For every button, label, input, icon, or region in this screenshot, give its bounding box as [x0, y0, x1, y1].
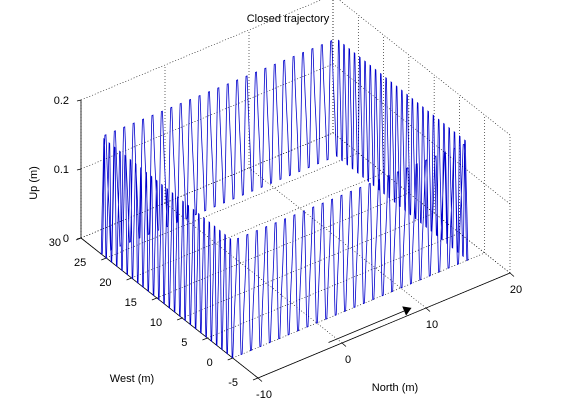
up-tick-mark: [76, 168, 82, 171]
west-tick-label: -5: [228, 377, 238, 389]
arrow-head: [402, 306, 412, 316]
west-tick-mark: [202, 337, 208, 341]
x-axis-label: North (m): [372, 382, 418, 394]
up-tick-mark: [76, 237, 82, 240]
up-tick-label: 0: [63, 233, 69, 245]
series-layer: [100, 39, 469, 359]
north-tick-mark: [509, 272, 515, 277]
north-axis-line: [257, 272, 511, 379]
z-axis-label: Up (m): [28, 166, 40, 200]
north-tick-label: 0: [345, 354, 351, 366]
west-tick-mark: [252, 377, 259, 381]
up-tick-mark: [76, 99, 82, 102]
y-axis-label: West (m): [110, 373, 154, 385]
west-tick-mark: [126, 277, 132, 281]
north-tick-mark: [341, 342, 347, 347]
up-tick-label: 0.2: [54, 95, 69, 107]
direction-arrow: [328, 306, 412, 343]
chart-title: Closed trajectory: [247, 13, 330, 25]
north-tick-mark: [425, 307, 431, 312]
west-tick-label: 10: [150, 317, 162, 329]
west-tick-mark: [176, 317, 183, 321]
west-tick-label: 25: [74, 257, 86, 269]
trajectory-line: [100, 39, 469, 359]
up-tick-label: 0.1: [54, 164, 69, 176]
floor-gridline-y: [232, 252, 485, 359]
north-tick-mark: [257, 377, 263, 382]
floor-gridline-y: [156, 192, 409, 299]
west-tick-mark: [151, 297, 158, 301]
west-tick-label: 5: [181, 337, 187, 349]
west-tick-label: 30: [49, 237, 61, 249]
back-wall-gridline-z: [80, 0, 322, 101]
west-tick-label: 0: [207, 357, 213, 369]
west-tick-label: 20: [99, 277, 111, 289]
west-tick-mark: [227, 357, 233, 361]
floor-gridline-y: [182, 212, 435, 319]
north-tick-label: -10: [256, 389, 272, 401]
west-tick-label: 15: [125, 297, 137, 309]
floor-gridline-y: [106, 152, 359, 259]
arrow-shaft: [328, 310, 405, 343]
north-tick-label: 20: [510, 284, 522, 296]
west-tick-mark: [101, 257, 107, 261]
north-tick-label: 10: [426, 319, 438, 331]
